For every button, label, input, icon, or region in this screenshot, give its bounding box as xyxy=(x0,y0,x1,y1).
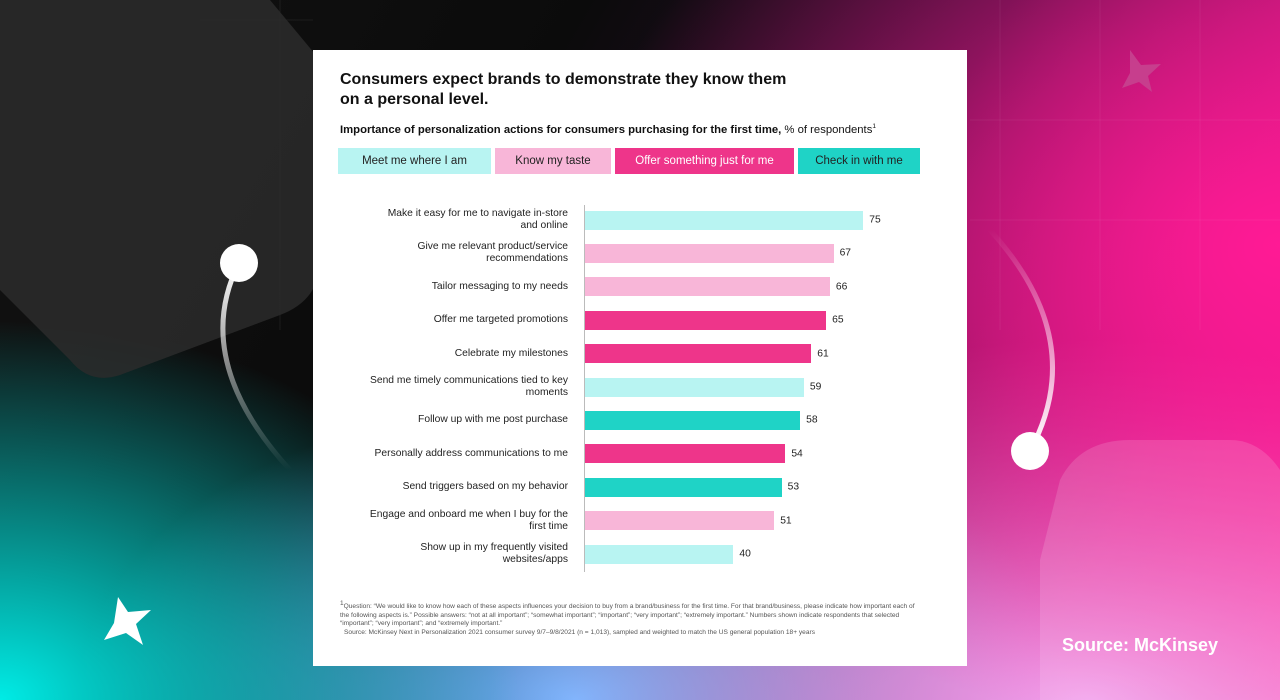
category-label: Follow up with me post purchase xyxy=(418,414,568,426)
unit-label: % of respondents xyxy=(784,123,873,136)
value-label: 54 xyxy=(791,448,803,460)
legend-item: Know my taste xyxy=(495,148,611,174)
chart-title: Consumers expect brands to demonstrate t… xyxy=(340,71,787,108)
footnote-marker: 1 xyxy=(340,600,344,607)
category-label: Personally address communications to me xyxy=(374,447,568,459)
footnote-question: 1Question: “We would like to know how ea… xyxy=(340,600,920,629)
legend-item: Offer something just for me xyxy=(615,148,794,174)
value-label: 53 xyxy=(787,481,800,493)
star xyxy=(1122,50,1161,92)
value-label: 40 xyxy=(739,548,751,560)
bar xyxy=(585,377,804,397)
hexagon-shape xyxy=(0,0,320,378)
value-label: 59 xyxy=(809,381,822,393)
brand-source: Source: McKinsey xyxy=(1062,635,1219,655)
value-label: 65 xyxy=(832,314,844,326)
value-label: 51 xyxy=(780,515,792,527)
category-label: Show up in my frequently visited website… xyxy=(420,542,568,565)
dot xyxy=(220,244,258,282)
value-label: 61 xyxy=(817,348,829,360)
footnote-text: Question: “We would like to know how eac… xyxy=(340,603,915,628)
footnote-marker: 1 xyxy=(872,123,876,130)
category-label: Make it easy for me to navigate in-store… xyxy=(387,208,568,231)
bar xyxy=(585,511,775,531)
star xyxy=(104,597,151,645)
category-label: Celebrate my milestones xyxy=(454,347,568,359)
source-note: Source: McKinsey Next in Personalization… xyxy=(344,628,815,636)
value-label: 66 xyxy=(835,281,848,293)
hexagon-shape xyxy=(1040,440,1280,700)
bar xyxy=(585,344,812,364)
category-label: Engage and onboard me when I buy for the… xyxy=(369,508,568,532)
category-label: Give me relevant product/service recomme… xyxy=(417,241,568,265)
chart-subtitle: Importance of personalization actions fo… xyxy=(340,123,876,136)
arc xyxy=(988,228,1055,453)
value-label: 75 xyxy=(869,214,881,226)
subtitle-text: Importance of personalization actions fo… xyxy=(340,123,782,136)
bar xyxy=(585,544,734,564)
category-label: Tailor messaging to my needs xyxy=(431,280,568,292)
dot xyxy=(1011,432,1049,470)
category-label: Offer me targeted promotions xyxy=(433,314,568,326)
category-label: Send me timely communications tied to ke… xyxy=(369,375,568,398)
bar xyxy=(585,243,834,263)
footnote: 1Question: “We would like to know how ea… xyxy=(340,600,920,637)
bar xyxy=(585,477,782,497)
arc xyxy=(220,261,292,472)
category-label: Send triggers based on my behavior xyxy=(402,481,568,493)
bar xyxy=(585,310,827,330)
legend-item: Check in with me xyxy=(798,148,920,174)
value-label: 58 xyxy=(806,414,818,426)
value-label: 67 xyxy=(839,247,852,259)
chart-card: Consumers expect brands to demonstrate t… xyxy=(313,50,967,666)
bar xyxy=(585,210,864,230)
bar xyxy=(585,277,830,297)
legend-item: Meet me where I am xyxy=(338,148,491,174)
axis-line xyxy=(584,205,585,572)
bar xyxy=(585,444,786,464)
bar xyxy=(585,410,801,430)
